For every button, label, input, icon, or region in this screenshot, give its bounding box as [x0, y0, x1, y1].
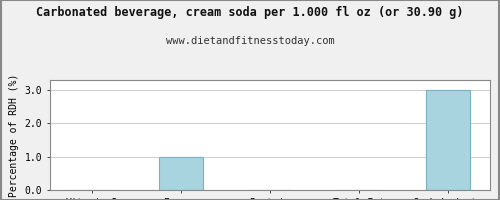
Text: www.dietandfitnesstoday.com: www.dietandfitnesstoday.com	[166, 36, 334, 46]
Y-axis label: Percentage of RDH (%): Percentage of RDH (%)	[9, 73, 19, 197]
Bar	[159, 157, 204, 190]
Bar	[426, 90, 470, 190]
Text: Carbonated beverage, cream soda per 1.000 fl oz (or 30.90 g): Carbonated beverage, cream soda per 1.00…	[36, 6, 464, 19]
